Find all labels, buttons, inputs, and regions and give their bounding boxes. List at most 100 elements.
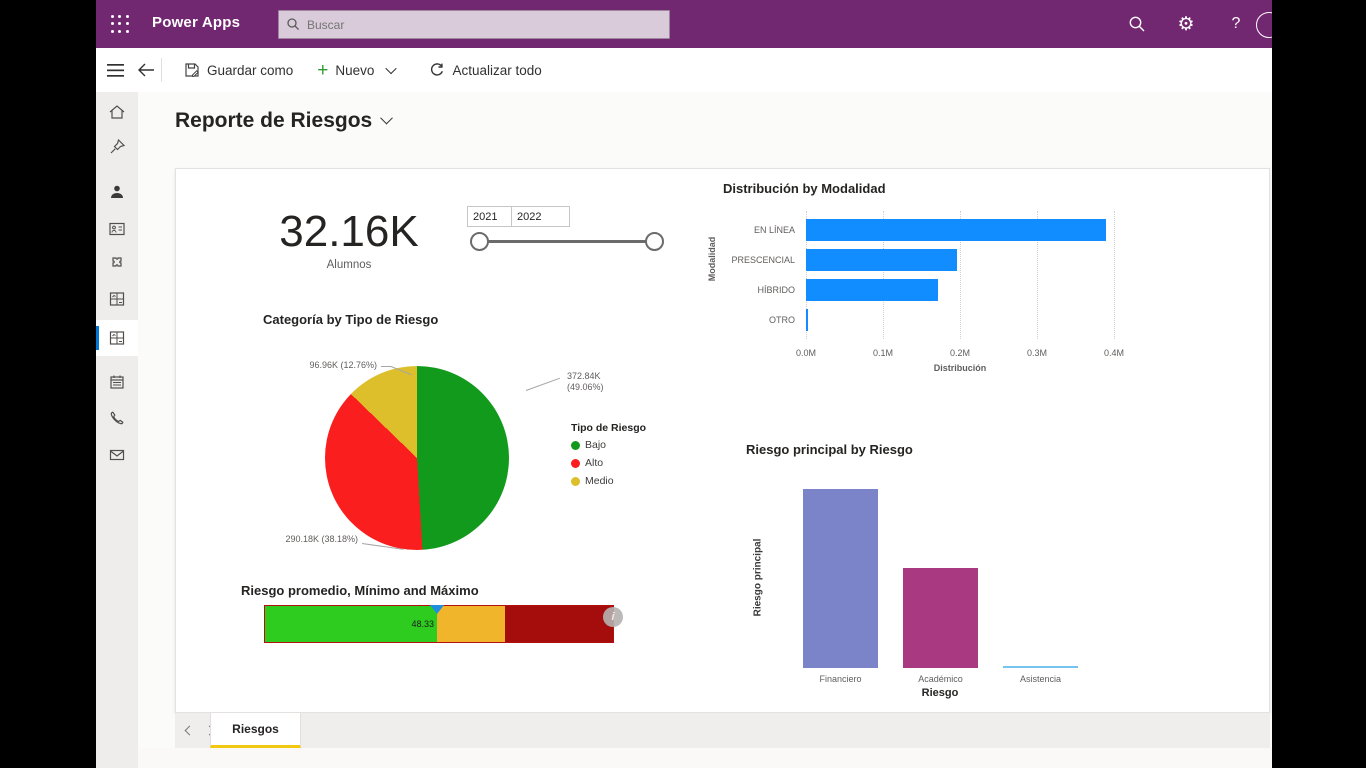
- people-icon: [107, 182, 127, 202]
- bar-chart-plot: [806, 211, 1116, 339]
- command-divider: [161, 58, 162, 82]
- column-asistencia[interactable]: [1003, 666, 1078, 668]
- sidebar-item-pinned[interactable]: [96, 129, 138, 165]
- search-icon: [286, 17, 300, 31]
- callout-leader-line: [381, 366, 391, 367]
- back-button[interactable]: [132, 48, 160, 92]
- mail-icon: [107, 445, 127, 465]
- gauge-value: 48.33: [334, 619, 434, 629]
- refresh-icon: [429, 62, 445, 78]
- content-area: Reporte de Riesgos 32.16K Alumnos Distri…: [138, 92, 1272, 768]
- legend-label: Medio: [585, 475, 614, 487]
- waffle-menu-icon[interactable]: [111, 15, 130, 34]
- gauge-segment-dark-red[interactable]: [505, 606, 613, 642]
- x-axis-title: Distribución: [880, 363, 1040, 373]
- app-title: Power Apps: [152, 14, 240, 31]
- legend-item-alto[interactable]: Alto: [571, 457, 603, 469]
- help-icon[interactable]: ?: [1212, 0, 1260, 48]
- search-input[interactable]: [305, 12, 659, 37]
- save-as-button[interactable]: Guardar como: [172, 48, 305, 92]
- tab-prev-button[interactable]: [179, 713, 199, 748]
- report-title-dropdown[interactable]: Reporte de Riesgos: [175, 109, 391, 133]
- chevron-down-icon: [386, 63, 397, 74]
- gauge-segment-yellow[interactable]: [437, 606, 506, 642]
- legend-swatch: [571, 441, 580, 450]
- sidebar-item-plugins[interactable]: [96, 246, 138, 282]
- sidebar-item-recent[interactable]: [96, 174, 138, 210]
- refresh-all-button[interactable]: Actualizar todo: [417, 48, 553, 92]
- kpi-value: 32.16K: [234, 207, 464, 257]
- pie-callout-alto: 290.18K (38.18%): [251, 534, 358, 545]
- info-icon[interactable]: i: [603, 607, 623, 627]
- bar-prescencial[interactable]: [806, 249, 957, 271]
- x-axis-title: Riesgo: [890, 687, 990, 699]
- chevron-down-icon: [380, 112, 393, 125]
- category-label: Financiero: [798, 674, 883, 684]
- legend-item-bajo[interactable]: Bajo: [571, 439, 606, 451]
- callout-leader-line: [526, 378, 560, 391]
- category-label: HÍBRIDO: [715, 285, 795, 295]
- home-icon: [107, 102, 127, 122]
- phone-icon: [107, 408, 127, 428]
- column-academico[interactable]: [903, 568, 978, 668]
- gauge-pointer-icon: [430, 605, 444, 614]
- hamburger-menu-icon[interactable]: [99, 48, 131, 92]
- column-financiero[interactable]: [803, 489, 878, 668]
- plus-icon: +: [317, 61, 328, 80]
- gridline: [1114, 211, 1115, 339]
- sidebar-item-calendar[interactable]: [96, 364, 138, 400]
- pin-icon: [107, 137, 127, 157]
- report-page-tabstrip: Riesgos: [175, 713, 1270, 748]
- y-axis-category-labels: EN LÍNEAPRESCENCIALHÍBRIDOOTRO: [715, 211, 801, 341]
- report-canvas: 32.16K Alumnos Distribución by Modalidad…: [175, 168, 1270, 713]
- gear-icon[interactable]: ⚙: [1162, 0, 1210, 48]
- calendar-icon: [107, 372, 127, 392]
- search-icon[interactable]: [1113, 0, 1161, 48]
- category-label: Asistencia: [998, 674, 1083, 684]
- pie-callout-medio: 96.96K (12.76%): [261, 360, 377, 371]
- sidebar-item-contacts[interactable]: [96, 211, 138, 247]
- legend-label: Alto: [585, 457, 603, 469]
- global-search-box[interactable]: [278, 10, 670, 39]
- pie-chart[interactable]: [325, 366, 509, 550]
- new-button[interactable]: + Nuevo: [305, 48, 407, 92]
- bar-híbrido[interactable]: [806, 279, 938, 301]
- sidebar-item-dashboards[interactable]: [96, 281, 138, 317]
- y-axis-title: Riesgo principal: [753, 523, 764, 633]
- dashboard-icon: [107, 328, 127, 348]
- save-as-icon: [184, 62, 200, 78]
- sidebar-item-home[interactable]: [96, 94, 138, 130]
- command-bar: Guardar como + Nuevo Actualizar todo: [96, 48, 1272, 93]
- bar-otro[interactable]: [806, 309, 808, 331]
- tab-riesgos[interactable]: Riesgos: [210, 713, 301, 748]
- chevron-left-icon: [184, 726, 194, 736]
- x-axis-category-labels: FinancieroAcadémicoAsistencia: [796, 674, 1266, 686]
- sidebar-item-phone[interactable]: [96, 400, 138, 436]
- column-chart-plot: [796, 488, 1266, 668]
- range-slider-handle-end[interactable]: [645, 232, 664, 251]
- legend-swatch: [571, 459, 580, 468]
- page-title: Reporte de Riesgos: [175, 109, 372, 133]
- x-tick-label: 0.3M: [1017, 348, 1057, 358]
- contact-card-icon: [107, 219, 127, 239]
- legend-item-medio[interactable]: Medio: [571, 475, 614, 487]
- x-tick-label: 0.0M: [786, 348, 826, 358]
- chart-title-gauge: Riesgo promedio, Mínimo and Máximo: [241, 583, 479, 598]
- year-end-input[interactable]: [511, 206, 570, 227]
- range-slider-track[interactable]: [478, 240, 653, 243]
- top-app-bar: Power Apps ⚙ ?: [96, 0, 1272, 48]
- pie-callout-bajo: 372.84K (49.06%): [567, 371, 631, 393]
- bar-en-línea[interactable]: [806, 219, 1106, 241]
- x-tick-label: 0.4M: [1094, 348, 1134, 358]
- puzzle-icon: [107, 254, 127, 274]
- save-as-label: Guardar como: [207, 63, 293, 78]
- footer-gutter: [138, 748, 1272, 768]
- legend-swatch: [571, 477, 580, 486]
- sidebar-item-reports-active[interactable]: [96, 320, 138, 356]
- x-tick-label: 0.1M: [863, 348, 903, 358]
- chart-title-riesgo-principal: Riesgo principal by Riesgo: [746, 442, 913, 457]
- chart-title-categoria: Categoría by Tipo de Riesgo: [263, 312, 438, 327]
- range-slider-handle-start[interactable]: [470, 232, 489, 251]
- category-label: PRESCENCIAL: [715, 255, 795, 265]
- sidebar-item-mail[interactable]: [96, 437, 138, 473]
